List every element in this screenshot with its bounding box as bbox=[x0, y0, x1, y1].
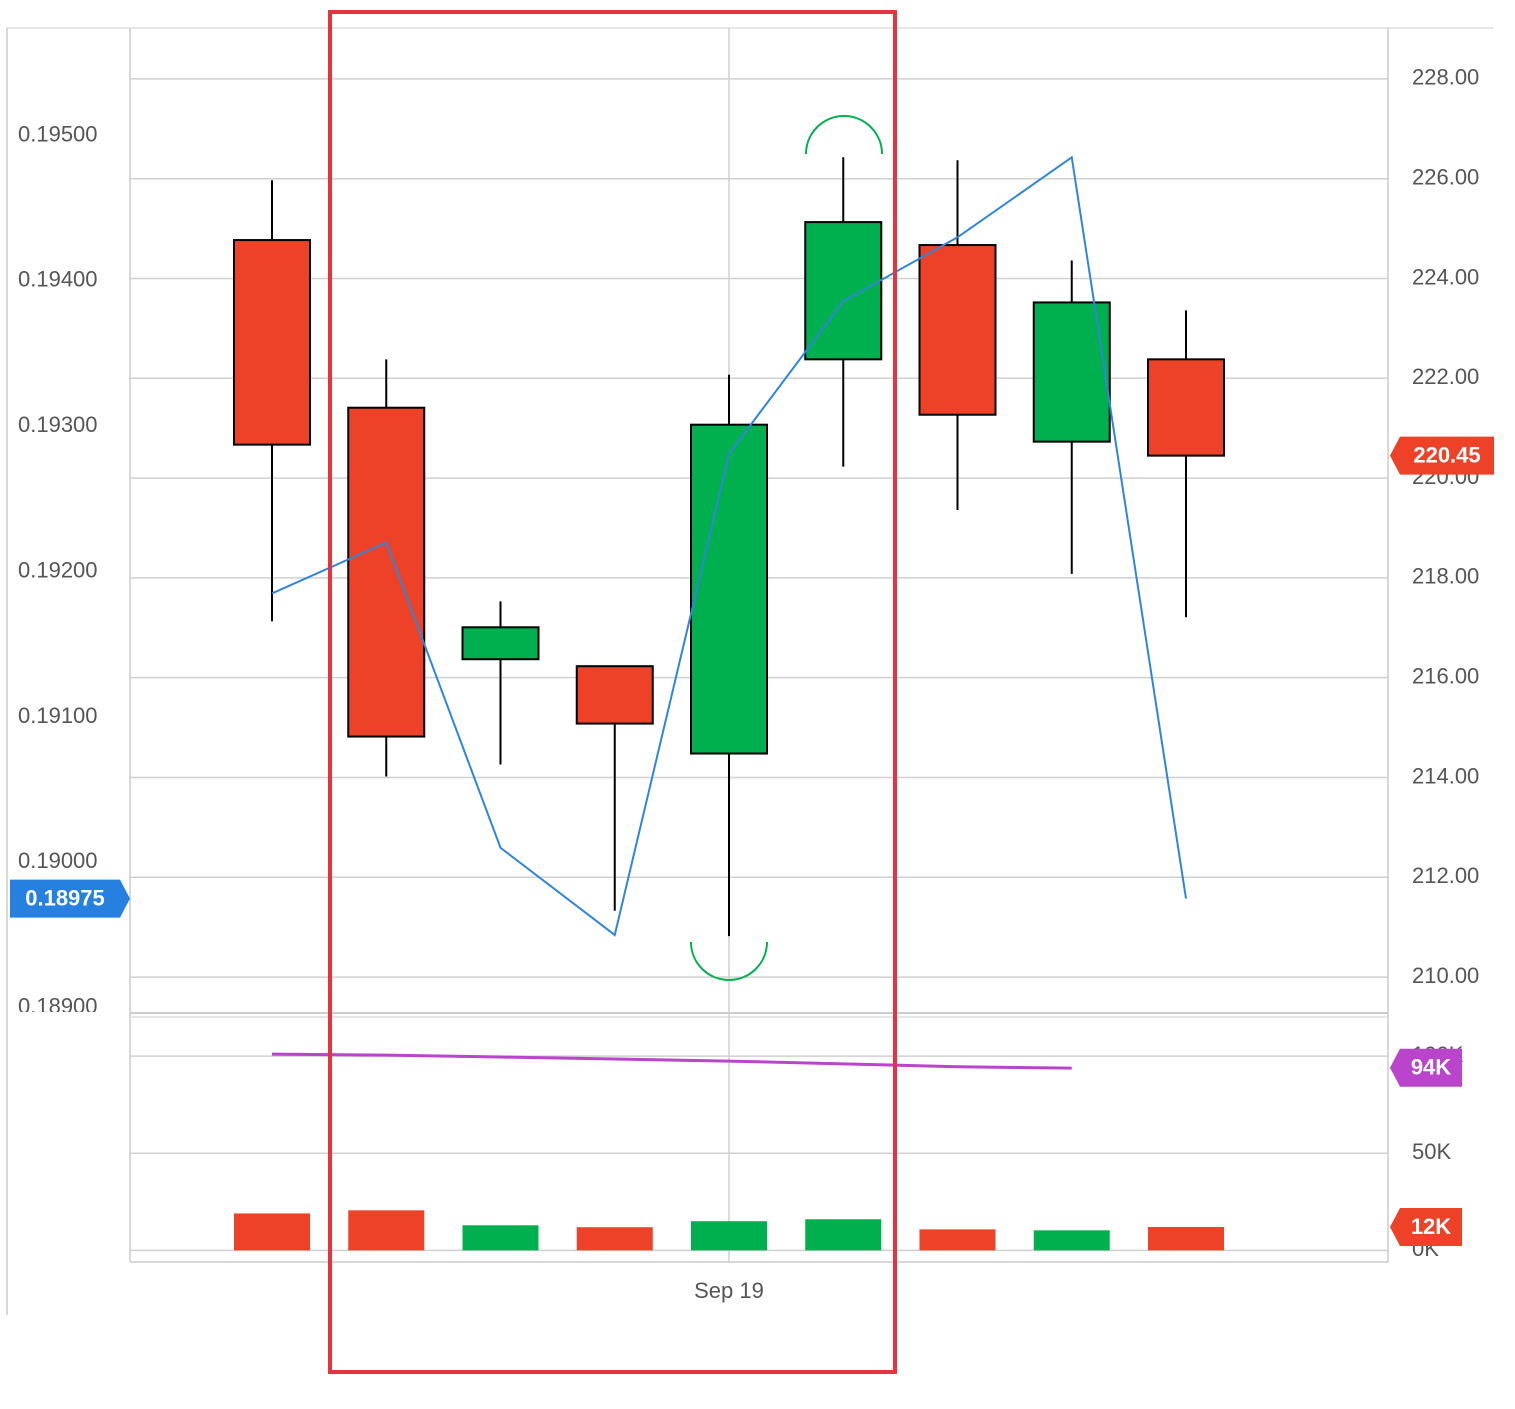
y2-tick-label: 226.00 bbox=[1412, 165, 1479, 190]
volume-bar bbox=[234, 1213, 310, 1251]
candle-body bbox=[347, 406, 426, 738]
y-tick-label: 0.19000 bbox=[18, 848, 98, 873]
candle-body bbox=[1147, 358, 1225, 457]
y2-tick-label: 210.00 bbox=[1412, 963, 1479, 988]
price-tag bbox=[1390, 1208, 1462, 1247]
y-tick-label: 0.19300 bbox=[18, 412, 98, 437]
volume-bar bbox=[462, 1225, 539, 1251]
y-tick-label: 0.19200 bbox=[18, 557, 98, 582]
low-marker bbox=[690, 941, 768, 981]
high-marker bbox=[805, 115, 883, 155]
volume-bar bbox=[576, 1227, 653, 1251]
candle-body bbox=[918, 244, 997, 416]
y-tick-label: 0.19400 bbox=[18, 267, 98, 292]
volume-bar bbox=[348, 1210, 425, 1251]
line-series bbox=[271, 1052, 1072, 1070]
candle-body bbox=[233, 239, 311, 446]
y2-tick-label: 218.00 bbox=[1412, 564, 1479, 589]
volume-tick-label: 50K bbox=[1412, 1139, 1451, 1164]
candle-body bbox=[690, 423, 768, 755]
x-tick-label: Sep 19 bbox=[694, 1278, 764, 1303]
y2-tick-label: 224.00 bbox=[1412, 264, 1479, 289]
price-tag-label: 12K bbox=[1411, 1214, 1451, 1239]
price-tag bbox=[10, 879, 130, 918]
left-axis: 0.19500 0.19400 0.19300 0.19200 0.19100 0.190… bbox=[18, 121, 98, 1018]
price-tag bbox=[1390, 436, 1494, 475]
y2-tick-label: 222.00 bbox=[1412, 364, 1479, 389]
y2-tick-label: 216.00 bbox=[1412, 663, 1479, 688]
candle-body bbox=[1032, 301, 1111, 443]
price-tag-label: 94K bbox=[1411, 1055, 1451, 1080]
y2-tick-label: 214.00 bbox=[1412, 763, 1479, 788]
y2-tick-label: 228.00 bbox=[1412, 65, 1479, 90]
price-tag-label: 220.45 bbox=[1413, 442, 1480, 467]
right-axis: 228.00226.00224.00222.00220.00218.00216.… bbox=[1412, 65, 1479, 988]
candle-body bbox=[461, 626, 540, 661]
volume-bar bbox=[691, 1221, 767, 1251]
highlight-box bbox=[328, 10, 897, 1374]
price-tag bbox=[1390, 1048, 1462, 1087]
volume-bar bbox=[919, 1229, 996, 1251]
y-tick-label: 0.18900 bbox=[18, 993, 98, 1018]
price-tag-label: 0.18975 bbox=[25, 885, 105, 910]
y-tick-label: 0.19500 bbox=[18, 121, 98, 146]
y-tick-label: 0.19100 bbox=[18, 703, 98, 728]
y2-tick-label: 212.00 bbox=[1412, 863, 1479, 888]
volume-bar bbox=[805, 1219, 882, 1251]
candle-body bbox=[804, 221, 883, 361]
marks bbox=[233, 155, 1225, 1251]
tags: 0.18975 220.45 94K 12K bbox=[10, 436, 1494, 1247]
volume-bar bbox=[1148, 1227, 1224, 1251]
line-series bbox=[271, 155, 1187, 937]
volume-bar bbox=[1033, 1230, 1110, 1251]
candle-body bbox=[575, 665, 654, 725]
